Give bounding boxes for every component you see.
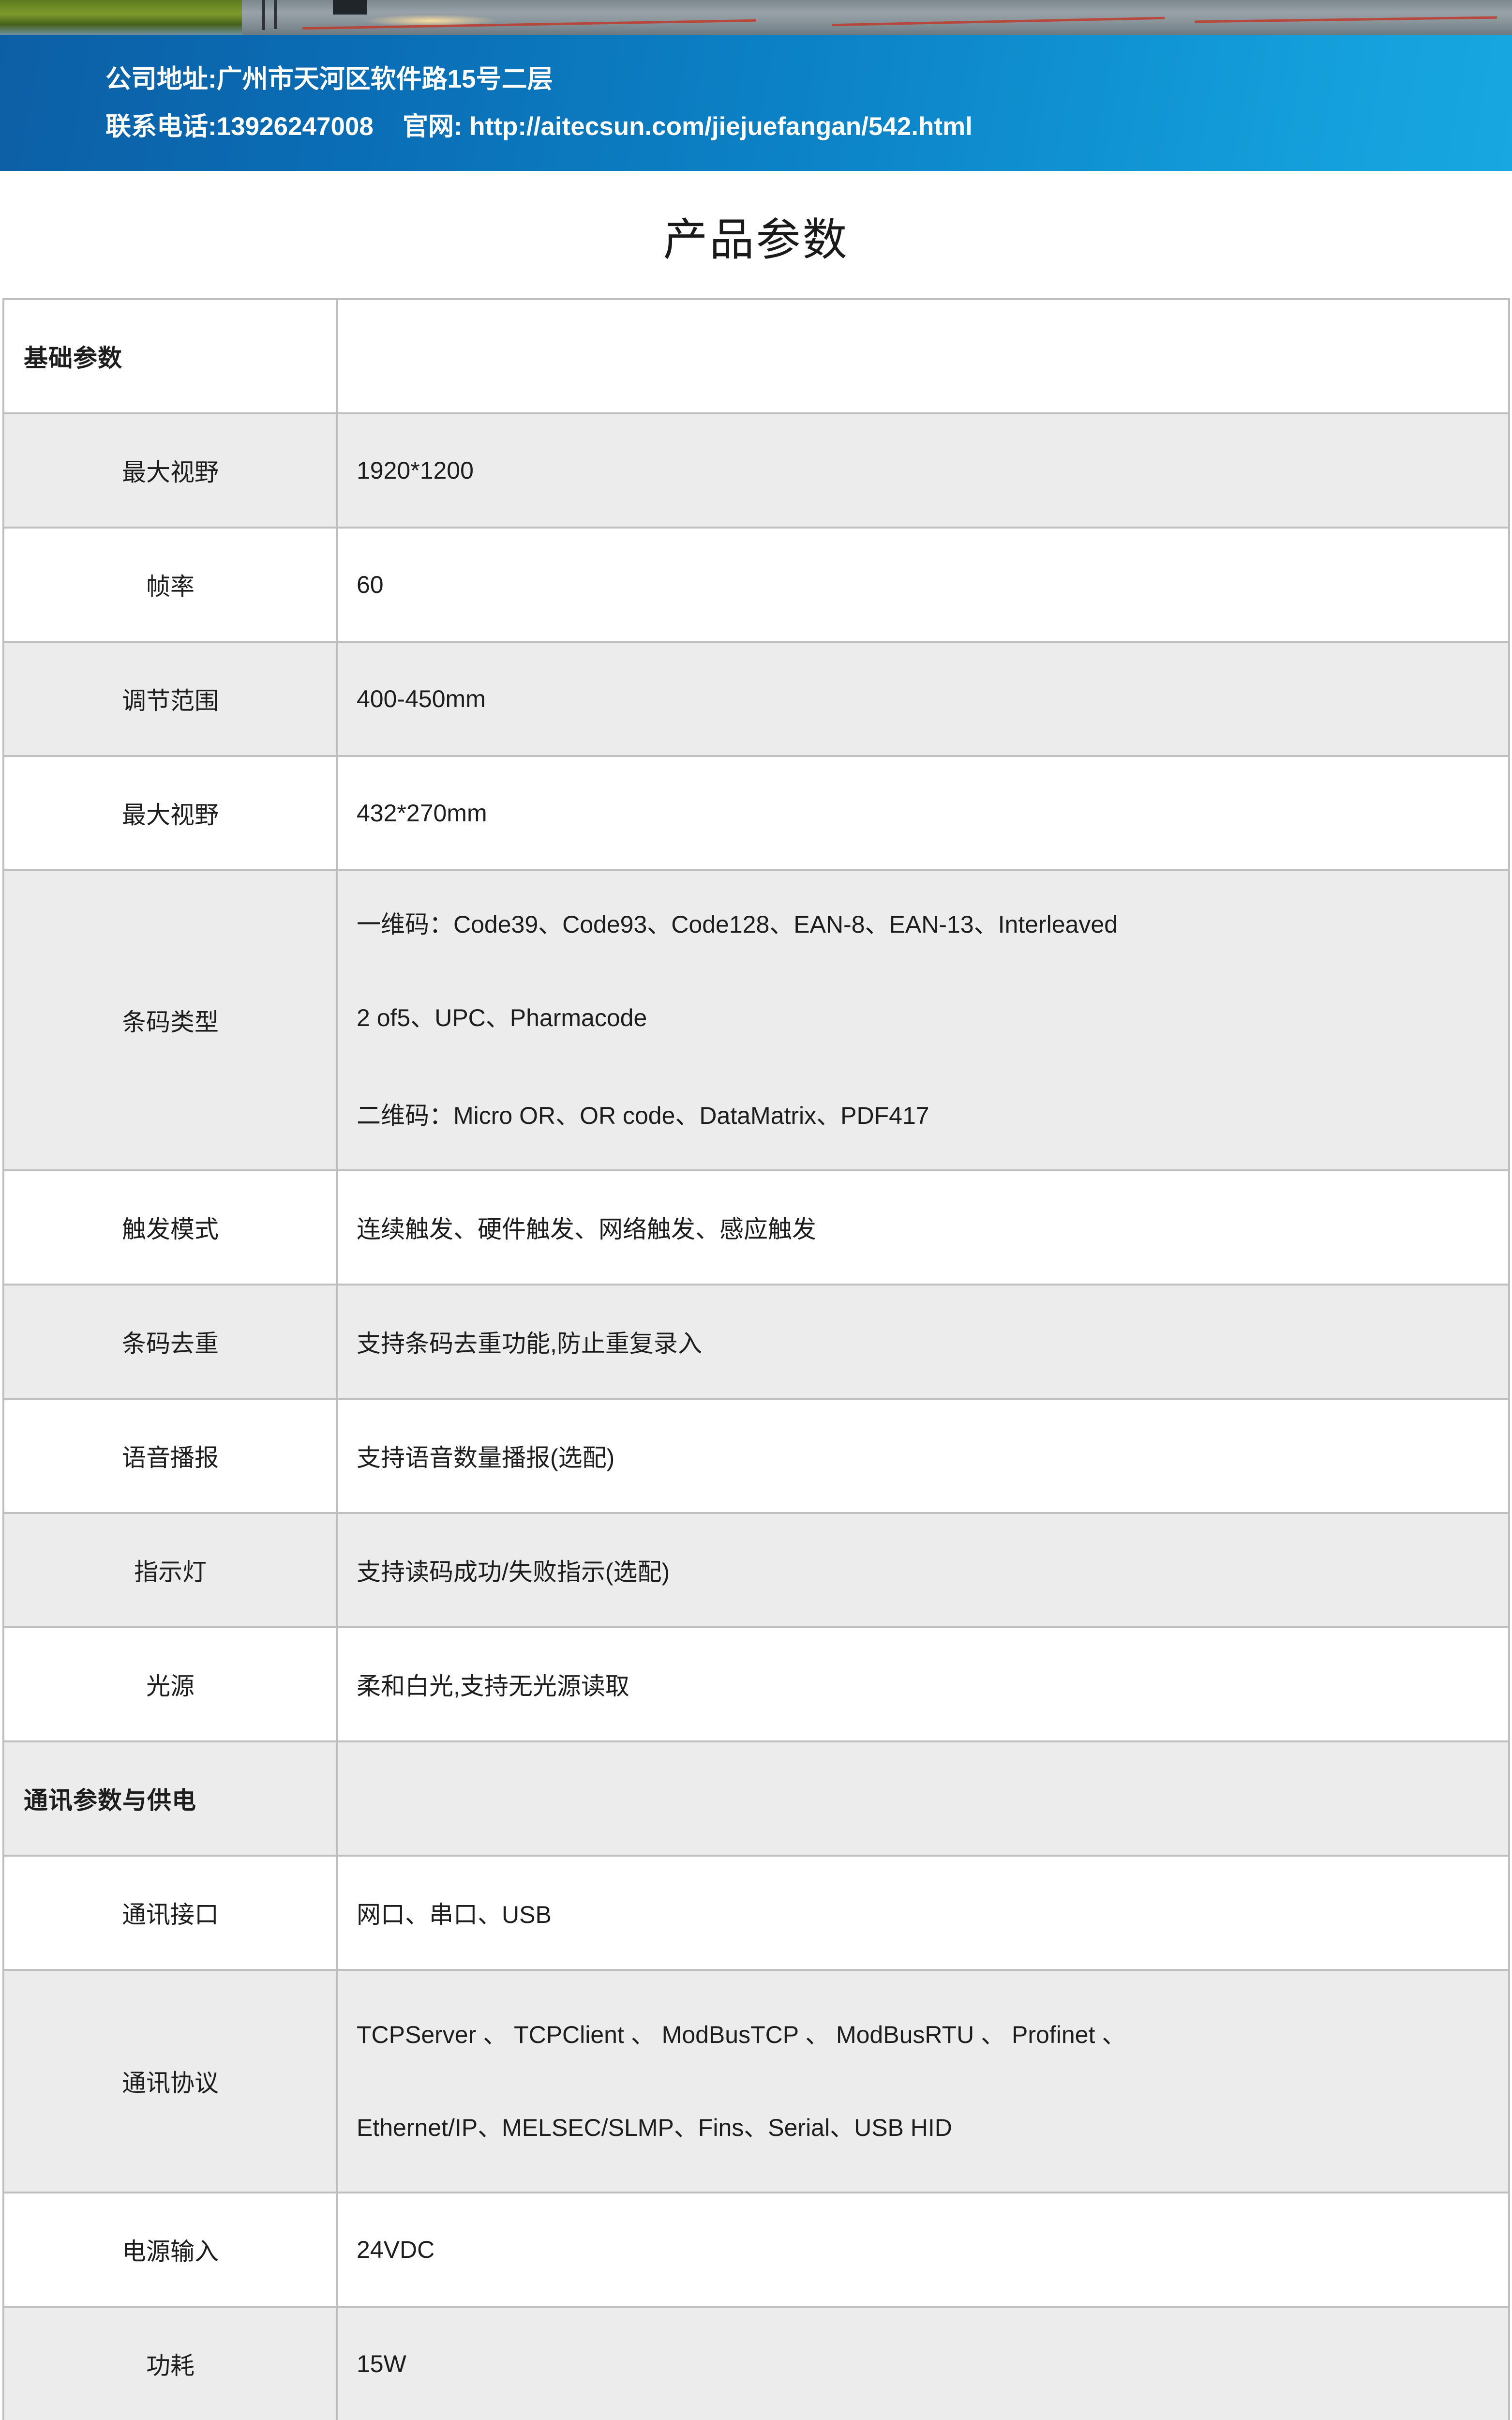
section-header-row: 基础参数 (3, 299, 1509, 414)
spec-key: 电源输入 (3, 2193, 338, 2308)
product-spec-table: 基础参数 最大视野 1920*1200 帧率 60 调节范围 400-450mm… (2, 298, 1510, 2420)
barcode-1d-cont-line: 2 of5、UPC、Pharmacode (357, 1004, 647, 1031)
header-photo-strip (0, 0, 1512, 35)
spec-value: 432*270mm (337, 756, 1509, 871)
spec-key: 调节范围 (3, 642, 338, 757)
section-title: 通讯参数与供电 (3, 1741, 338, 1857)
official-website-link[interactable]: 官网: http://aitecsun.com/jiejuefangan/542… (402, 112, 973, 141)
spec-key: 功耗 (3, 2307, 338, 2420)
spec-value: TCPServer 、 TCPClient 、 ModBusTCP 、 ModB… (337, 1970, 1509, 2193)
table-row: 语音播报 支持语音数量播报(选配) (3, 1399, 1509, 1514)
table-row: 调节范围 400-450mm (3, 642, 1509, 757)
spec-value: 支持条码去重功能,防止重复录入 (337, 1285, 1509, 1400)
spec-key: 语音播报 (3, 1399, 338, 1514)
table-row: 通讯接口 网口、串口、USB (3, 1856, 1509, 1971)
table-row: 最大视野 1920*1200 (3, 413, 1509, 529)
spec-key: 最大视野 (3, 756, 338, 871)
spec-key: 帧率 (3, 528, 338, 643)
spec-table-body: 基础参数 最大视野 1920*1200 帧率 60 调节范围 400-450mm… (3, 299, 1509, 2420)
spec-key: 最大视野 (3, 413, 338, 529)
table-row: 通讯协议 TCPServer 、 TCPClient 、 ModBusTCP 、… (3, 1970, 1509, 2193)
protocol-line-2: Ethernet/IP、MELSEC/SLMP、Fins、Serial、USB … (357, 2114, 952, 2141)
table-row: 指示灯 支持读码成功/失败指示(选配) (3, 1513, 1509, 1628)
table-row: 光源 柔和白光,支持无光源读取 (3, 1627, 1509, 1742)
spec-value: 柔和白光,支持无光源读取 (337, 1627, 1509, 1742)
table-row: 触发模式 连续触发、硬件触发、网络触发、感应触发 (3, 1170, 1509, 1286)
spec-value: 1920*1200 (337, 413, 1509, 529)
spec-value: 支持语音数量播报(选配) (337, 1399, 1509, 1514)
spec-value: 15W (337, 2307, 1509, 2420)
section-empty-cell (337, 299, 1509, 414)
section-header-row: 通讯参数与供电 (3, 1741, 1509, 1857)
page-title: 产品参数 (663, 215, 849, 265)
spec-value: 连续触发、硬件触发、网络触发、感应触发 (337, 1170, 1509, 1286)
table-row: 条码去重 支持条码去重功能,防止重复录入 (3, 1285, 1509, 1400)
photo-pole (273, 0, 277, 29)
spec-key: 光源 (3, 1627, 338, 1742)
barcode-2d-line: 二维码：Micro OR、OR code、DataMatrix、PDF417 (357, 1102, 929, 1130)
barcode-1d-line: 一维码：Code39、Code93、Code128、EAN-8、EAN-13、I… (357, 911, 1118, 938)
spec-value: 一维码：Code39、Code93、Code128、EAN-8、EAN-13、I… (337, 870, 1509, 1171)
section-empty-cell (337, 1741, 1509, 1857)
contact-phone: 联系电话:13926247008 (105, 112, 374, 141)
spec-table-wrapper: 基础参数 最大视野 1920*1200 帧率 60 调节范围 400-450mm… (0, 298, 1512, 2420)
protocol-line-1: TCPServer 、 TCPClient 、 ModBusTCP 、 ModB… (357, 2021, 1126, 2048)
spec-value: 400-450mm (337, 642, 1509, 757)
photo-dark-object (332, 0, 368, 15)
spec-key: 通讯接口 (3, 1856, 338, 1971)
spec-key: 条码去重 (3, 1285, 338, 1400)
section-title: 基础参数 (3, 299, 338, 414)
spec-key: 条码类型 (3, 870, 338, 1171)
spec-key: 指示灯 (3, 1513, 338, 1628)
spec-value: 24VDC (337, 2193, 1509, 2308)
table-row: 功耗 15W (3, 2307, 1509, 2420)
spec-value: 60 (337, 528, 1509, 643)
table-row: 最大视野 432*270mm (3, 756, 1509, 871)
contact-line: 联系电话:13926247008 官网: http://aitecsun.com/… (105, 109, 1512, 144)
spec-value: 支持读码成功/失败指示(选配) (337, 1513, 1509, 1628)
table-row: 电源输入 24VDC (3, 2193, 1509, 2308)
photo-pole (261, 0, 265, 30)
spec-key: 触发模式 (3, 1170, 338, 1286)
spec-key: 通讯协议 (3, 1970, 338, 2193)
contact-banner: 公司地址:广州市天河区软件路15号二层 联系电话:13926247008 官网: … (0, 35, 1512, 171)
table-row: 帧率 60 (3, 528, 1509, 643)
company-address-line: 公司地址:广州市天河区软件路15号二层 (105, 64, 553, 93)
photo-grass-band (0, 0, 257, 35)
spec-value: 网口、串口、USB (337, 1856, 1509, 1971)
table-row: 条码类型 一维码：Code39、Code93、Code128、EAN-8、EAN… (3, 870, 1509, 1171)
